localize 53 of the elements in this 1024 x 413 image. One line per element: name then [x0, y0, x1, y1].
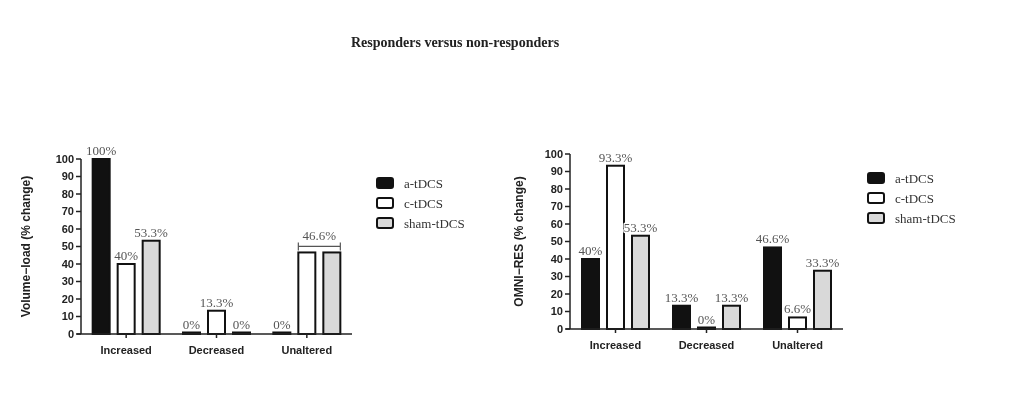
data-label: 46.6%	[755, 231, 790, 247]
data-label: 0%	[232, 316, 251, 332]
y-tick-label: 90	[550, 165, 563, 178]
x-tick-label: Decreased	[188, 344, 245, 356]
y-tick-label: 80	[550, 182, 563, 195]
data-label: 100%	[85, 143, 117, 158]
y-axis-title: OMNI−RES (% change)	[512, 176, 526, 307]
legend-label: a-tDCS	[895, 171, 934, 186]
y-tick-label: 100	[544, 147, 563, 160]
data-label: 93.3%	[598, 149, 633, 165]
text: Responders versus non-responders	[350, 35, 560, 50]
data-label: 0%	[273, 316, 291, 332]
annotation: 46.6%	[302, 228, 337, 244]
data-label: 33.3%	[805, 254, 840, 270]
data-label: 40%	[114, 248, 139, 263]
data-label: 13.3%	[664, 289, 699, 305]
data-label: 40%	[578, 243, 603, 258]
y-tick-label: 60	[550, 217, 563, 230]
y-axis-title: Volume−load (% change)	[19, 175, 33, 318]
y-tick-label: 30	[550, 270, 563, 283]
legend-label: sham-tDCS	[895, 211, 956, 226]
y-tick-label: 0	[67, 327, 74, 340]
y-tick-label: 70	[61, 205, 74, 218]
data-label: 0%	[697, 311, 716, 327]
y-tick-label: 80	[61, 187, 74, 200]
data-label: 53.3%	[134, 224, 169, 240]
y-tick-label: 20	[61, 292, 74, 305]
x-tick-label: Increased	[589, 339, 642, 351]
x-tick-label: Decreased	[678, 339, 735, 351]
legend-label: c-tDCS	[895, 191, 934, 206]
y-tick-label: 100	[55, 152, 74, 165]
x-tick-label: Unaltered	[772, 339, 823, 351]
x-tick-label: Unaltered	[281, 344, 333, 356]
y-tick-label: 40	[61, 257, 74, 270]
legend-label: a-tDCS	[404, 176, 443, 191]
y-tick-label: 30	[61, 275, 74, 288]
y-tick-label: 10	[550, 305, 563, 318]
data-label: 13.3%	[714, 289, 749, 305]
y-tick-label: 50	[61, 240, 74, 253]
y-tick-label: 0	[556, 322, 563, 335]
y-tick-label: 90	[61, 170, 74, 183]
data-label: 0%	[182, 316, 201, 332]
y-tick-label: 70	[550, 200, 563, 213]
legend-label: c-tDCS	[404, 196, 443, 211]
y-tick-label: 10	[61, 310, 74, 323]
y-tick-label: 60	[61, 222, 74, 235]
y-tick-label: 40	[550, 252, 563, 265]
legend-label: sham-tDCS	[404, 216, 465, 231]
y-tick-label: 50	[550, 235, 563, 248]
y-tick-label: 20	[550, 287, 563, 300]
data-label: 13.3%	[199, 294, 234, 310]
x-tick-label: Increased	[100, 344, 152, 356]
data-label: 6.6%	[783, 301, 812, 317]
